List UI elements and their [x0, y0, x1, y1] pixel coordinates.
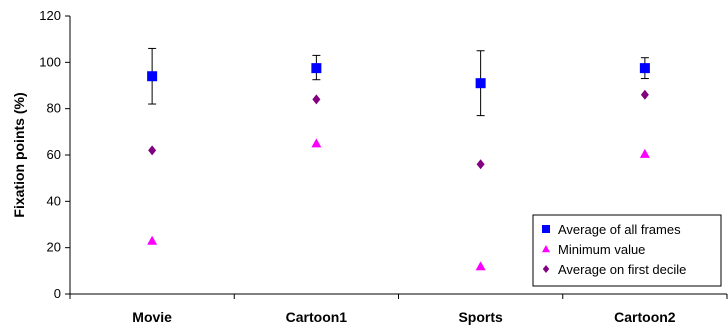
x-category-label: Movie — [132, 309, 172, 325]
data-point-series-1 — [639, 148, 650, 158]
y-tick-label: 100 — [39, 54, 61, 69]
x-category-label: Sports — [458, 309, 503, 325]
y-tick-label: 60 — [47, 147, 61, 162]
x-category-label: Cartoon2 — [614, 309, 676, 325]
y-tick-label: 20 — [47, 240, 61, 255]
data-point-series-0 — [311, 63, 322, 74]
data-point-series-2 — [476, 159, 485, 170]
data-point-series-1 — [475, 261, 486, 271]
legend-label-2: Average on first decile — [558, 262, 686, 277]
legend-label-1: Minimum value — [558, 242, 645, 257]
legend-label-0: Average of all frames — [558, 222, 681, 237]
y-tick-label: 40 — [47, 193, 61, 208]
legend-box — [532, 214, 722, 287]
data-point-series-1 — [311, 138, 322, 148]
y-tick-label: 80 — [47, 101, 61, 116]
data-point-series-2 — [640, 89, 649, 100]
data-point-series-0 — [475, 78, 486, 89]
data-point-series-2 — [312, 94, 321, 105]
legend-marker-2 — [542, 265, 550, 273]
data-point-series-1 — [147, 235, 158, 245]
x-category-label: Cartoon1 — [286, 309, 348, 325]
legend: Average of all frames Minimum value Averag… — [532, 214, 722, 287]
y-tick-label: 0 — [54, 286, 61, 301]
data-point-series-2 — [148, 145, 157, 156]
data-point-series-0 — [147, 71, 158, 82]
y-tick-label: 120 — [39, 8, 61, 23]
legend-marker-1 — [542, 245, 550, 253]
legend-marker-0 — [542, 225, 550, 233]
y-axis-title: Fixation points (%) — [11, 92, 27, 217]
data-point-series-0 — [639, 63, 650, 74]
